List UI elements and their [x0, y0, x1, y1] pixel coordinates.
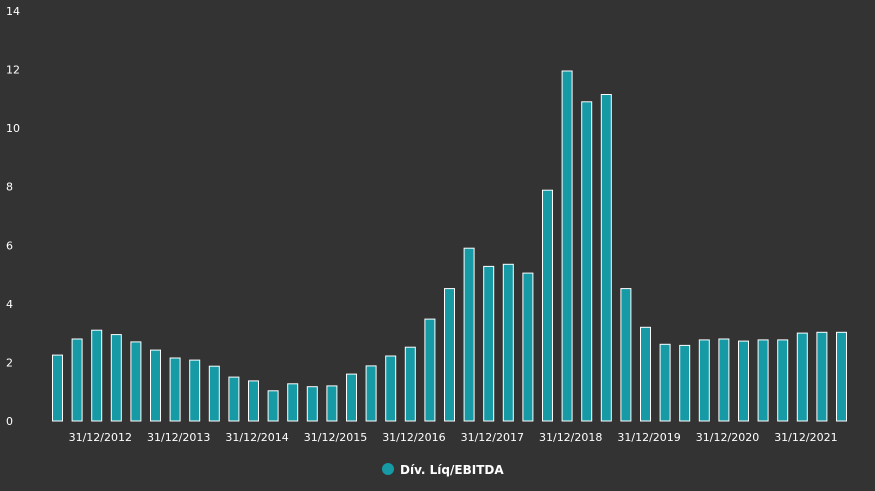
x-axis: 31/12/2012 31/12/2013 31/12/2014 31/12/2015… [69, 431, 838, 444]
y-tick-label: 12 [6, 64, 20, 77]
bar[interactable] [542, 189, 553, 422]
bar[interactable] [620, 288, 632, 422]
x-tick-label: 31/12/2014 [225, 431, 288, 444]
x-tick-label: 31/12/2018 [539, 431, 602, 444]
bar[interactable] [208, 365, 220, 422]
bar[interactable] [248, 380, 259, 422]
bar[interactable] [91, 329, 103, 422]
x-tick-label: 31/12/2021 [774, 431, 837, 444]
bar[interactable] [600, 94, 612, 422]
bar[interactable] [502, 263, 514, 422]
bar[interactable] [640, 326, 651, 422]
x-tick-label: 31/12/2017 [461, 431, 524, 444]
y-tick-label: 6 [6, 239, 13, 252]
bar-series [52, 70, 847, 422]
bar[interactable] [404, 346, 416, 422]
bar[interactable] [444, 288, 455, 422]
bar[interactable] [698, 339, 710, 422]
bar[interactable] [777, 339, 789, 422]
bar[interactable] [679, 344, 691, 422]
x-tick-label: 31/12/2016 [382, 431, 445, 444]
bar[interactable] [522, 272, 534, 422]
legend[interactable]: Dív. Líq/EBITDA [382, 463, 504, 477]
x-tick-label: 31/12/2015 [304, 431, 367, 444]
bar[interactable] [796, 332, 808, 422]
bar[interactable] [130, 341, 142, 422]
bar[interactable] [306, 386, 318, 422]
bar[interactable] [228, 376, 240, 422]
y-tick-label: 14 [6, 5, 20, 18]
bar[interactable] [189, 359, 201, 422]
y-tick-label: 10 [6, 122, 20, 135]
bar[interactable] [169, 357, 181, 422]
bar[interactable] [150, 349, 161, 422]
legend-label: Dív. Líq/EBITDA [400, 463, 504, 477]
x-tick-label: 31/12/2012 [69, 431, 132, 444]
bar[interactable] [816, 331, 828, 422]
bar[interactable] [581, 101, 593, 422]
bar[interactable] [659, 343, 671, 422]
y-axis: 0 2 4 6 8 10 12 14 [6, 5, 20, 428]
bar[interactable] [483, 265, 495, 422]
bar[interactable] [424, 318, 436, 422]
x-tick-label: 31/12/2020 [696, 431, 759, 444]
x-tick-label: 31/12/2019 [617, 431, 680, 444]
y-tick-label: 4 [6, 298, 13, 311]
bar[interactable] [287, 383, 299, 422]
bar[interactable] [365, 365, 377, 422]
legend-swatch [382, 463, 394, 475]
bar[interactable] [757, 339, 769, 422]
bar[interactable] [385, 355, 397, 422]
bar[interactable] [718, 338, 730, 422]
bar[interactable] [326, 385, 338, 422]
bar[interactable] [71, 338, 83, 422]
bar[interactable] [463, 247, 475, 422]
x-tick-label: 31/12/2013 [147, 431, 210, 444]
bar[interactable] [738, 340, 749, 422]
y-tick-label: 0 [6, 415, 13, 428]
bar[interactable] [267, 390, 279, 422]
bar[interactable] [346, 373, 357, 422]
y-tick-label: 2 [6, 356, 13, 369]
bar[interactable] [836, 331, 847, 422]
bar[interactable] [110, 334, 122, 422]
y-tick-label: 8 [6, 181, 13, 194]
bar[interactable] [52, 354, 63, 422]
bar[interactable] [561, 70, 573, 422]
